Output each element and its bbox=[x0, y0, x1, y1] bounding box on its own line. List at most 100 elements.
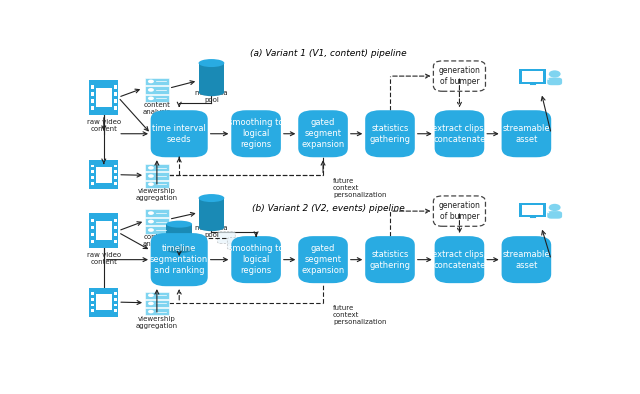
FancyBboxPatch shape bbox=[91, 106, 93, 110]
Bar bbox=[166, 224, 192, 250]
Circle shape bbox=[548, 71, 561, 78]
FancyBboxPatch shape bbox=[91, 182, 93, 185]
FancyBboxPatch shape bbox=[150, 110, 208, 157]
FancyBboxPatch shape bbox=[145, 95, 169, 102]
FancyBboxPatch shape bbox=[522, 205, 543, 215]
Circle shape bbox=[516, 209, 518, 210]
FancyBboxPatch shape bbox=[145, 209, 169, 217]
Text: future
context
personalization: future context personalization bbox=[333, 178, 387, 198]
Text: streamable
asset: streamable asset bbox=[502, 124, 550, 144]
Text: (b) Variant 2 (V2, events) pipeline: (b) Variant 2 (V2, events) pipeline bbox=[252, 204, 404, 212]
Text: raw video
content: raw video content bbox=[87, 252, 121, 265]
FancyBboxPatch shape bbox=[298, 236, 348, 283]
FancyBboxPatch shape bbox=[145, 218, 169, 225]
FancyBboxPatch shape bbox=[91, 240, 93, 243]
FancyBboxPatch shape bbox=[91, 298, 93, 301]
Ellipse shape bbox=[198, 223, 225, 231]
FancyBboxPatch shape bbox=[145, 78, 169, 85]
FancyBboxPatch shape bbox=[218, 231, 236, 243]
Text: content
analysis: content analysis bbox=[143, 234, 171, 247]
FancyBboxPatch shape bbox=[114, 176, 116, 179]
FancyBboxPatch shape bbox=[519, 203, 547, 217]
Text: external
event data: external event data bbox=[161, 249, 198, 262]
FancyBboxPatch shape bbox=[91, 165, 93, 167]
Circle shape bbox=[148, 80, 154, 83]
Circle shape bbox=[547, 78, 549, 80]
Text: generation
of bumper: generation of bumper bbox=[438, 201, 481, 221]
FancyBboxPatch shape bbox=[114, 309, 116, 312]
FancyBboxPatch shape bbox=[96, 167, 112, 183]
FancyBboxPatch shape bbox=[114, 232, 116, 236]
FancyBboxPatch shape bbox=[114, 303, 116, 307]
Text: viewership
aggregation: viewership aggregation bbox=[136, 316, 178, 329]
FancyBboxPatch shape bbox=[91, 226, 93, 229]
FancyBboxPatch shape bbox=[522, 71, 543, 82]
FancyBboxPatch shape bbox=[547, 211, 562, 219]
Circle shape bbox=[516, 72, 518, 74]
Circle shape bbox=[148, 174, 154, 178]
Circle shape bbox=[547, 212, 549, 213]
Circle shape bbox=[516, 206, 518, 207]
FancyBboxPatch shape bbox=[231, 110, 281, 157]
FancyBboxPatch shape bbox=[145, 226, 169, 234]
FancyBboxPatch shape bbox=[91, 170, 93, 173]
Text: timeline
segmentation
and ranking: timeline segmentation and ranking bbox=[150, 244, 209, 275]
FancyBboxPatch shape bbox=[91, 303, 93, 307]
FancyBboxPatch shape bbox=[114, 85, 116, 89]
FancyBboxPatch shape bbox=[435, 236, 484, 283]
Text: generation
of bumper: generation of bumper bbox=[438, 66, 481, 86]
Text: extract clips,
concatenate: extract clips, concatenate bbox=[432, 124, 486, 144]
Circle shape bbox=[547, 206, 549, 207]
Circle shape bbox=[547, 76, 549, 77]
FancyBboxPatch shape bbox=[435, 110, 484, 157]
Ellipse shape bbox=[198, 194, 225, 202]
Text: statistics
gathering: statistics gathering bbox=[369, 249, 410, 270]
Text: gated
segment
expansion: gated segment expansion bbox=[301, 118, 345, 149]
Text: gated
segment
expansion: gated segment expansion bbox=[301, 244, 345, 275]
FancyBboxPatch shape bbox=[114, 165, 116, 167]
Circle shape bbox=[516, 69, 518, 71]
Circle shape bbox=[148, 211, 154, 215]
Circle shape bbox=[148, 294, 154, 297]
FancyBboxPatch shape bbox=[145, 173, 169, 180]
FancyBboxPatch shape bbox=[96, 221, 112, 240]
FancyBboxPatch shape bbox=[90, 214, 118, 248]
FancyBboxPatch shape bbox=[502, 110, 551, 157]
Text: viewership
aggregation: viewership aggregation bbox=[136, 188, 178, 201]
Text: extract clips,
concatenate: extract clips, concatenate bbox=[432, 249, 486, 270]
FancyBboxPatch shape bbox=[227, 238, 245, 250]
Circle shape bbox=[516, 78, 518, 80]
FancyBboxPatch shape bbox=[433, 61, 486, 91]
Circle shape bbox=[148, 166, 154, 170]
FancyBboxPatch shape bbox=[96, 294, 112, 310]
FancyBboxPatch shape bbox=[114, 92, 116, 96]
FancyBboxPatch shape bbox=[91, 309, 93, 312]
Text: smoothing to
logical
regions: smoothing to logical regions bbox=[228, 244, 284, 275]
FancyBboxPatch shape bbox=[114, 106, 116, 110]
FancyBboxPatch shape bbox=[90, 160, 118, 189]
Circle shape bbox=[148, 97, 154, 100]
FancyBboxPatch shape bbox=[90, 288, 118, 316]
FancyBboxPatch shape bbox=[145, 292, 169, 299]
Text: (a) Variant 1 (V1, content) pipeline: (a) Variant 1 (V1, content) pipeline bbox=[250, 49, 406, 58]
Text: time interval
seeds: time interval seeds bbox=[152, 124, 206, 144]
Circle shape bbox=[148, 220, 154, 223]
FancyBboxPatch shape bbox=[90, 80, 118, 115]
FancyBboxPatch shape bbox=[114, 182, 116, 185]
FancyBboxPatch shape bbox=[91, 292, 93, 295]
FancyBboxPatch shape bbox=[91, 99, 93, 102]
FancyBboxPatch shape bbox=[433, 196, 486, 226]
FancyBboxPatch shape bbox=[114, 240, 116, 243]
Bar bbox=[198, 63, 225, 92]
Ellipse shape bbox=[166, 246, 192, 253]
Circle shape bbox=[516, 212, 518, 213]
Circle shape bbox=[148, 302, 154, 305]
Circle shape bbox=[148, 228, 154, 232]
FancyBboxPatch shape bbox=[91, 92, 93, 96]
Circle shape bbox=[547, 69, 549, 71]
Circle shape bbox=[547, 209, 549, 210]
FancyBboxPatch shape bbox=[91, 219, 93, 222]
Text: statistics
gathering: statistics gathering bbox=[369, 124, 410, 144]
FancyBboxPatch shape bbox=[114, 226, 116, 229]
Circle shape bbox=[148, 310, 154, 313]
